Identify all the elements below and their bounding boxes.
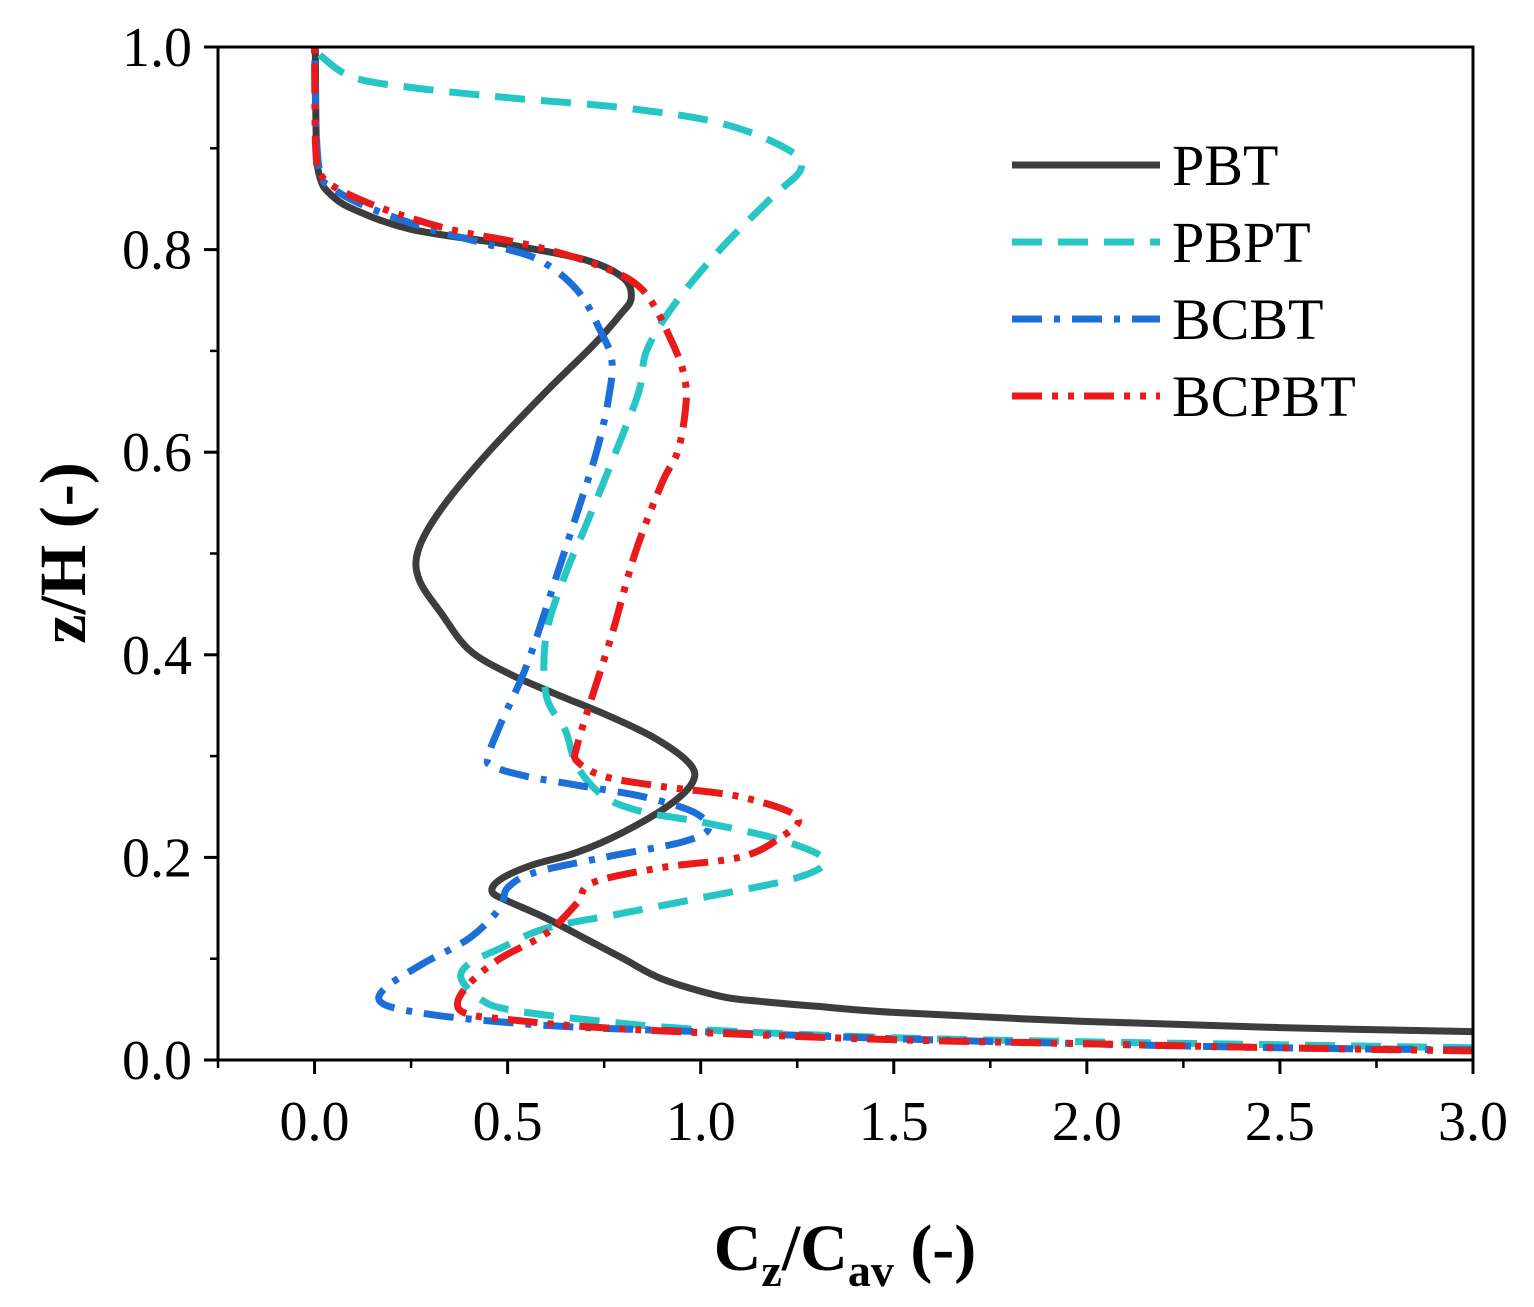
x-tick-label: 2.5: [1245, 1091, 1315, 1153]
x-tick-label: 0.0: [280, 1091, 350, 1153]
x-tick-label: 3.0: [1438, 1091, 1508, 1153]
series-line-pbt: [311, 46, 1474, 1036]
legend-label-pbpt: PBPT: [1172, 210, 1311, 275]
x-axis-title-sub1: z: [761, 1245, 781, 1296]
y-tick-label: 0.4: [122, 625, 192, 687]
y-tick-label: 0.2: [122, 827, 192, 889]
series-line-bcbt: [311, 46, 1474, 1054]
legend-label-bcbt: BCBT: [1172, 287, 1324, 352]
y-tick-label: 1.0: [122, 17, 192, 79]
x-axis-title-mid: /C: [781, 1212, 848, 1285]
legend: PBT PBPT BCBT BCPBT: [1012, 133, 1356, 429]
x-axis-title-tail: (-): [894, 1212, 976, 1285]
x-tick-label: 2.0: [1052, 1091, 1122, 1153]
series-layer: [311, 44, 1474, 1055]
x-tick-label: 1.0: [666, 1091, 736, 1153]
x-axis-title: Cz/Cav (-): [714, 1212, 977, 1296]
y-tick-label: 0.8: [122, 220, 192, 282]
legend-label-pbt: PBT: [1172, 133, 1278, 198]
plot-frame: [216, 45, 1475, 1062]
y-axis-title: z/H (-): [27, 462, 100, 643]
y-tick-label: 0.6: [122, 422, 192, 484]
series-line-bcpbt: [311, 46, 1474, 1055]
x-tick-label: 1.5: [859, 1091, 929, 1153]
x-axis-title-sub2: av: [848, 1245, 894, 1296]
ticks-layer: 0.0 0.5 1.0 1.5 2.0 2.5 3.0 0.0 0.2 0.4 0.6 0.8 1.0: [122, 17, 1508, 1153]
x-tick-label: 0.5: [473, 1091, 543, 1153]
y-tick-label: 0.0: [122, 1030, 192, 1092]
legend-label-bcpbt: BCPBT: [1172, 364, 1356, 429]
series-line-pbpt: [311, 44, 1474, 1052]
x-axis-title-main: C: [714, 1212, 762, 1285]
